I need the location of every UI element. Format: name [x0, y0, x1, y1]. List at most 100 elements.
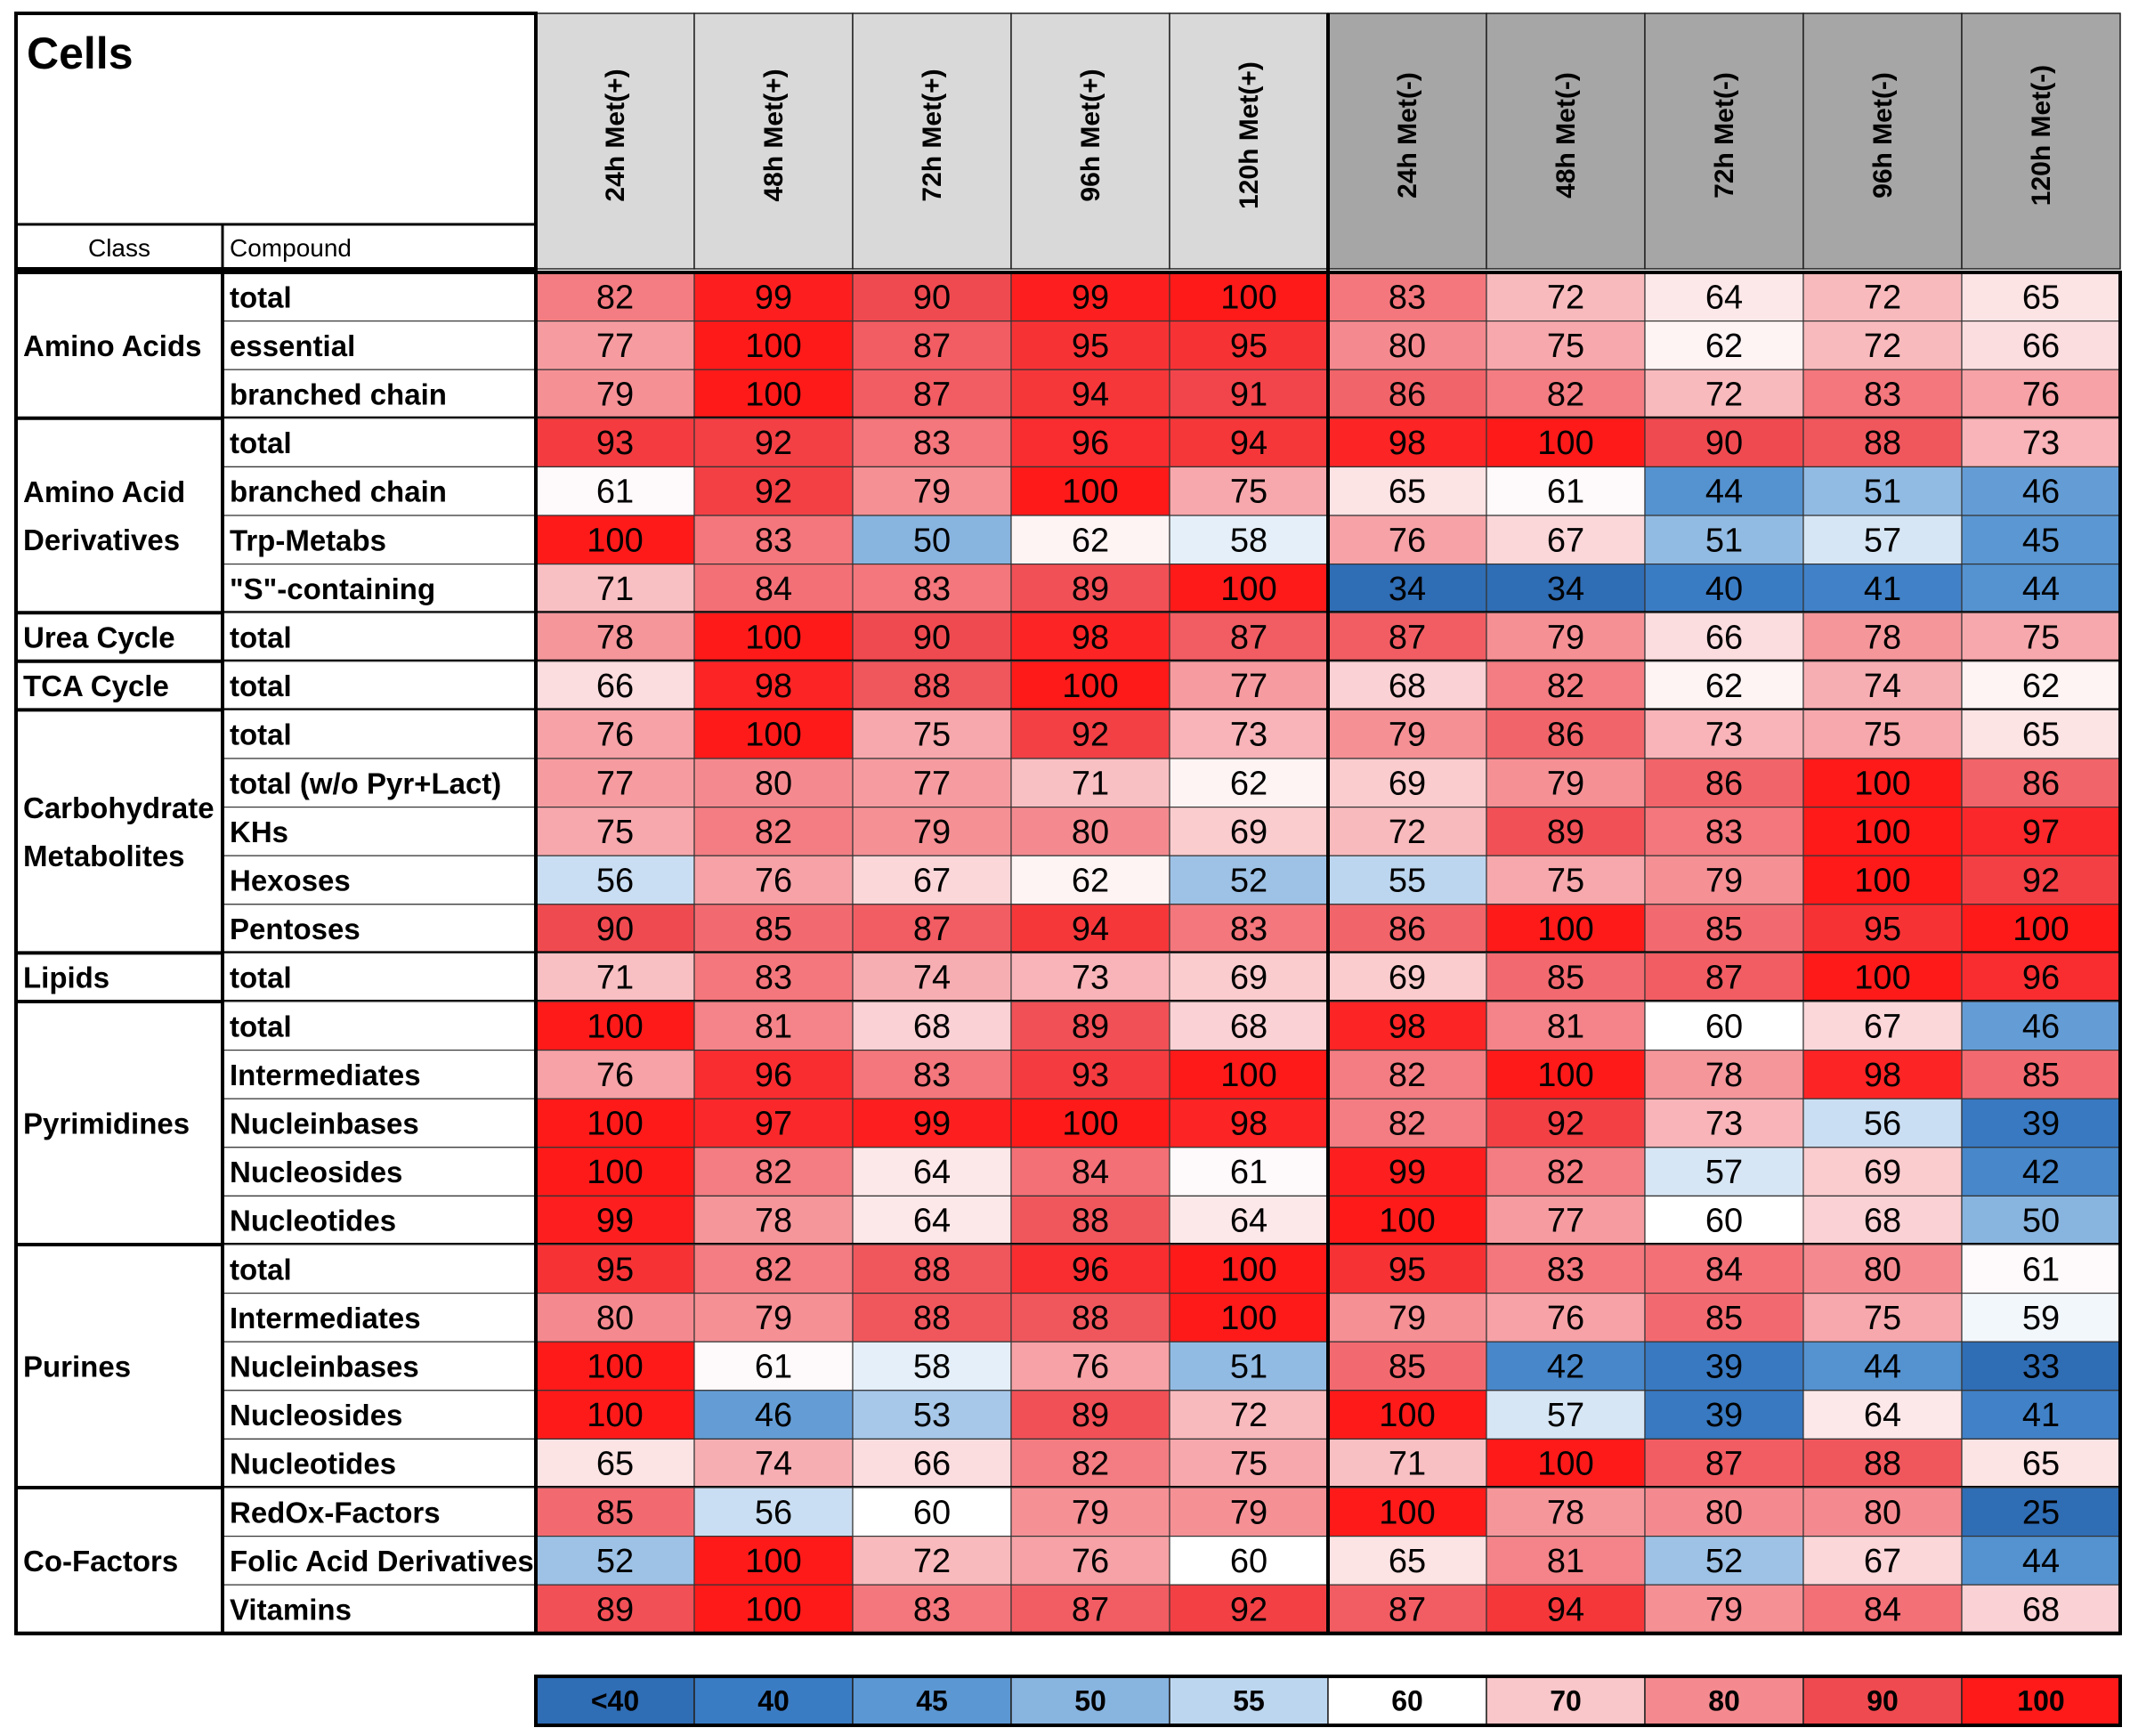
heatmap-cell	[1486, 563, 1646, 613]
heatmap-cell	[1644, 320, 1804, 370]
cell-value-label: 87	[913, 377, 951, 414]
heatmap-cell	[1961, 709, 2121, 759]
cell-value-label: 44	[2022, 1543, 2060, 1580]
cell-value-label: 92	[1072, 717, 1109, 754]
legend-label: 50	[1074, 1685, 1106, 1717]
cell-value-label: 84	[1705, 1251, 1743, 1288]
heatmap-cell	[1802, 1147, 1963, 1197]
compound-label: Intermediates	[230, 1059, 421, 1091]
heatmap-cell	[1010, 1147, 1170, 1197]
compound-label: total	[230, 961, 292, 994]
cell-value-label: 100	[1220, 1251, 1276, 1288]
heatmap-cell	[1169, 1195, 1329, 1245]
heatmap-cell	[535, 1001, 695, 1051]
cell-value-label: 99	[755, 279, 792, 316]
compound-label: Pentoses	[230, 913, 360, 945]
cell-value-label: 100	[1854, 960, 1910, 997]
cell-value-label: 68	[1864, 1203, 1901, 1240]
cell-value-label: 57	[1705, 1154, 1743, 1191]
heatmap-cell	[852, 1147, 1012, 1197]
heatmap-cell	[535, 1147, 695, 1197]
cell-value-label: 66	[913, 1446, 951, 1483]
cell-value-label: 58	[1230, 522, 1267, 559]
cell-value-label: 80	[1072, 814, 1109, 851]
cell-value-label: 74	[1864, 668, 1901, 705]
cell-value-label: 44	[2022, 571, 2060, 608]
cell-value-label: 76	[755, 863, 792, 900]
heatmap-cell	[1644, 1487, 1804, 1537]
compound-label: "S"-containing	[230, 572, 435, 605]
cell-value-label: 69	[1864, 1154, 1901, 1191]
cell-value-label: 62	[1705, 668, 1743, 705]
cell-value-label: 74	[755, 1446, 792, 1483]
heatmap-cell	[1486, 320, 1646, 370]
cell-value-label: 80	[596, 1300, 634, 1337]
heatmap-cell	[693, 272, 854, 322]
cell-value-label: 92	[2022, 863, 2060, 900]
heatmap-cell	[1010, 1001, 1170, 1051]
cell-value-label: 100	[745, 1592, 801, 1629]
heatmap-cell	[1644, 612, 1804, 662]
cell-value-label: 100	[1854, 863, 1910, 900]
compound-cell	[222, 563, 537, 613]
cell-value-label: 100	[1062, 668, 1118, 705]
cell-value-label: 79	[596, 377, 634, 414]
cell-value-label: 85	[596, 1494, 634, 1531]
cell-value-label: 91	[1230, 377, 1267, 414]
cell-value-label: 100	[587, 1397, 643, 1434]
heatmap-cell	[1010, 1195, 1170, 1245]
compound-label: total	[230, 621, 292, 654]
heatmap-cell	[693, 563, 854, 613]
compound-label: Nucleotides	[230, 1448, 396, 1480]
cell-value-label: 100	[587, 1106, 643, 1143]
cell-value-label: 65	[2022, 279, 2060, 316]
heatmap-cell	[852, 320, 1012, 370]
cell-value-label: 78	[1864, 620, 1901, 657]
heatmap-cell	[1169, 1292, 1329, 1343]
heatmap-cell	[1010, 1341, 1170, 1391]
cell-value-label: 60	[1705, 1008, 1743, 1045]
cell-value-label: 53	[913, 1397, 951, 1434]
heatmap-cell	[1169, 904, 1329, 953]
cell-value-label: 61	[2022, 1251, 2060, 1288]
compound-label: Nucleosides	[230, 1399, 402, 1432]
cell-value-label: 67	[1864, 1008, 1901, 1045]
heatmap-cell	[1327, 1292, 1487, 1343]
cell-value-label: 82	[755, 814, 792, 851]
cell-value-label: 94	[1230, 425, 1267, 462]
heatmap-cell	[1327, 758, 1487, 808]
heatmap-cell	[852, 1244, 1012, 1294]
class-label: Urea Cycle	[23, 621, 175, 654]
cell-value-label: 100	[1854, 765, 1910, 802]
heatmap-cell	[1486, 904, 1646, 953]
cell-value-label: 88	[913, 1300, 951, 1337]
heatmap-cell	[1010, 952, 1170, 1002]
cell-value-label: 75	[913, 717, 951, 754]
cell-value-label: 99	[1389, 1154, 1426, 1191]
heatmap-cell	[693, 1438, 854, 1489]
heatmap-cell	[1486, 612, 1646, 662]
heatmap-cell	[1327, 1487, 1487, 1537]
cell-value-label: 78	[1547, 1494, 1584, 1531]
cell-value-label: 85	[1389, 1349, 1426, 1386]
heatmap-cell	[1961, 612, 2121, 662]
legend-swatch	[1169, 1675, 1329, 1726]
cell-value-label: 39	[1705, 1349, 1743, 1386]
cell-value-label: 95	[1389, 1251, 1426, 1288]
heatmap-cell	[693, 1001, 854, 1051]
cell-value-label: 83	[913, 1592, 951, 1629]
heatmap-cell	[535, 1244, 695, 1294]
heatmap-cell	[1644, 904, 1804, 953]
heatmap-cell	[1644, 418, 1804, 467]
cell-value-label: 100	[587, 1008, 643, 1045]
compound-cell	[222, 1244, 537, 1294]
cell-value-label: 72	[1864, 279, 1901, 316]
compound-cell	[222, 320, 537, 370]
cell-value-label: 57	[1864, 522, 1901, 559]
column-header-label: 96h Met(+)	[1076, 69, 1105, 201]
cell-value-label: 100	[1379, 1203, 1435, 1240]
heatmap-cell	[1644, 709, 1804, 759]
column-header-label: 72h Met(-)	[1710, 72, 1739, 199]
heatmap-cell	[1169, 1390, 1329, 1440]
cell-value-label: 98	[1389, 1008, 1426, 1045]
